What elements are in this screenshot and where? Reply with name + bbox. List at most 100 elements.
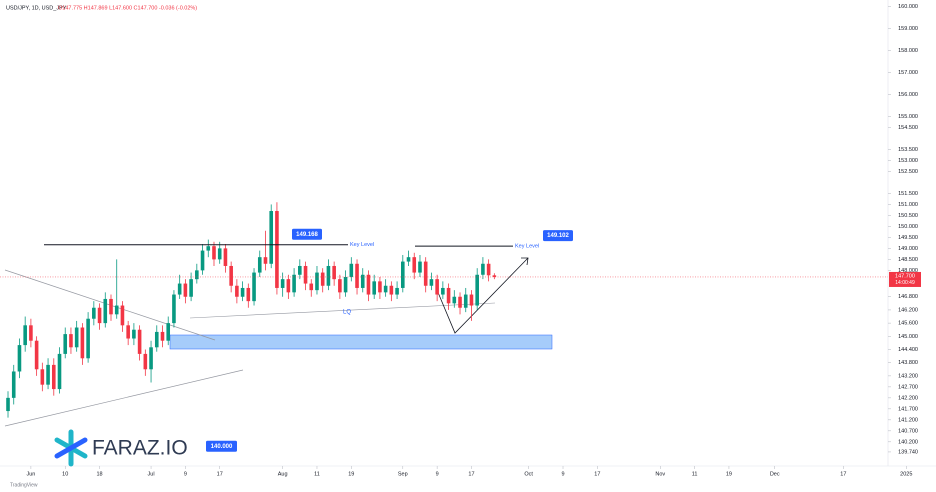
price-callout-label: 140.000	[211, 444, 233, 450]
y-tick-label: 151.500	[898, 191, 918, 197]
candle-body	[92, 307, 96, 319]
candle-body	[240, 287, 245, 297]
key-level-text-bg	[348, 241, 376, 249]
key-level-label: Key Level	[515, 244, 539, 250]
zone-label: LQ	[343, 310, 351, 316]
y-tick-label: 154.500	[898, 125, 918, 131]
candle-body	[446, 287, 451, 304]
price-callout	[206, 440, 237, 452]
candle-body	[200, 250, 205, 271]
y-tick-label: 149.500	[898, 235, 918, 241]
candle-body	[195, 270, 199, 280]
key-level-label: Key Level	[350, 242, 374, 248]
candle-body	[332, 265, 336, 280]
ohlc-values: O147.775 H147.869 L147.600 C147.700 -0.0…	[58, 5, 197, 11]
y-tick-label: 148.000	[898, 268, 918, 274]
x-tick-label: 19	[348, 471, 354, 477]
y-tick-label: 153.000	[898, 158, 918, 164]
x-tick-label: 11	[314, 471, 320, 477]
y-tick-label: 155.000	[898, 114, 918, 120]
y-tick-label: 148.500	[898, 257, 918, 263]
y-tick-label: 140.700	[898, 428, 918, 434]
x-tick-label: 18	[96, 471, 102, 477]
candle-body	[63, 334, 68, 354]
candle-body	[481, 263, 485, 275]
y-tick-label: 145.600	[898, 321, 918, 327]
logo: FARAZ.IO	[54, 429, 188, 467]
projection-arrow	[436, 257, 529, 334]
logo-text: FARAZ.IO	[92, 437, 188, 460]
candle-body	[326, 265, 331, 286]
candle-body	[46, 364, 50, 385]
y-tick-label: 158.000	[898, 48, 918, 54]
candle-body	[143, 353, 148, 370]
y-tick-label: 146.200	[898, 307, 918, 313]
y-tick-label: 140.200	[898, 439, 918, 445]
candle-body	[303, 265, 308, 284]
candle-body	[395, 287, 399, 295]
candle-body	[441, 287, 445, 295]
candle-body	[40, 369, 45, 385]
candle-body	[252, 272, 256, 302]
candle-body	[132, 329, 136, 339]
candle-body	[286, 279, 291, 293]
candle-body	[298, 265, 302, 275]
candle-body	[418, 261, 422, 273]
y-tick-label: 156.000	[898, 92, 918, 98]
x-tick-label: 11	[692, 471, 698, 477]
candle-body	[172, 294, 176, 324]
x-tick-label: Oct	[524, 471, 533, 477]
candle-body	[429, 279, 434, 286]
candle-body	[149, 347, 153, 370]
candle-body	[17, 345, 22, 372]
candle-body	[183, 283, 188, 297]
y-tick-label: 152.500	[898, 169, 918, 175]
candle-body	[257, 257, 262, 273]
candle-body	[114, 305, 119, 315]
last-price-label: 147.700	[895, 273, 915, 279]
y-tick-label: 145.000	[898, 334, 918, 340]
y-tick-label: 143.200	[898, 373, 918, 379]
candle-body	[406, 257, 411, 262]
y-tick-label: 146.800	[898, 294, 918, 300]
candle-body	[120, 305, 125, 326]
candle-body	[97, 307, 102, 324]
x-tick-label: 17	[840, 471, 846, 477]
candle-body	[11, 371, 16, 398]
x-tick-label: Aug	[278, 471, 288, 477]
candle-body	[154, 331, 159, 348]
key-level-text-bg	[513, 242, 541, 250]
candle-body	[412, 257, 417, 273]
x-tick-label: 9	[184, 471, 187, 477]
x-tick-label: 17	[594, 471, 600, 477]
candle-body	[57, 353, 62, 390]
candle-body	[315, 272, 319, 291]
candle-body	[246, 287, 251, 302]
candle-body	[349, 263, 354, 277]
candle-body	[486, 263, 491, 276]
x-tick-label: 9	[436, 471, 439, 477]
candle-body	[320, 272, 325, 286]
candle-body	[338, 279, 342, 293]
trend-line	[4, 369, 244, 427]
x-tick-label: Dec	[770, 471, 780, 477]
candle-body	[177, 283, 182, 295]
candle-body	[235, 285, 239, 297]
candle-body	[372, 281, 376, 295]
y-tick-label: 143.800	[898, 360, 918, 366]
candle-body	[23, 325, 27, 346]
candle-body	[160, 331, 165, 341]
candle-body	[423, 261, 428, 286]
y-tick-label: 149.000	[898, 246, 918, 252]
candle-body	[280, 279, 285, 288]
x-tick-label: Sep	[398, 471, 408, 477]
y-tick-label: 160.000	[898, 4, 918, 10]
candle-body	[263, 257, 268, 264]
x-tick-label: 10	[62, 471, 68, 477]
logo-icon	[54, 429, 88, 467]
candle-body	[126, 325, 130, 339]
y-tick-label: 150.000	[898, 224, 918, 230]
candle-body	[452, 296, 457, 304]
candle-body	[378, 281, 382, 293]
